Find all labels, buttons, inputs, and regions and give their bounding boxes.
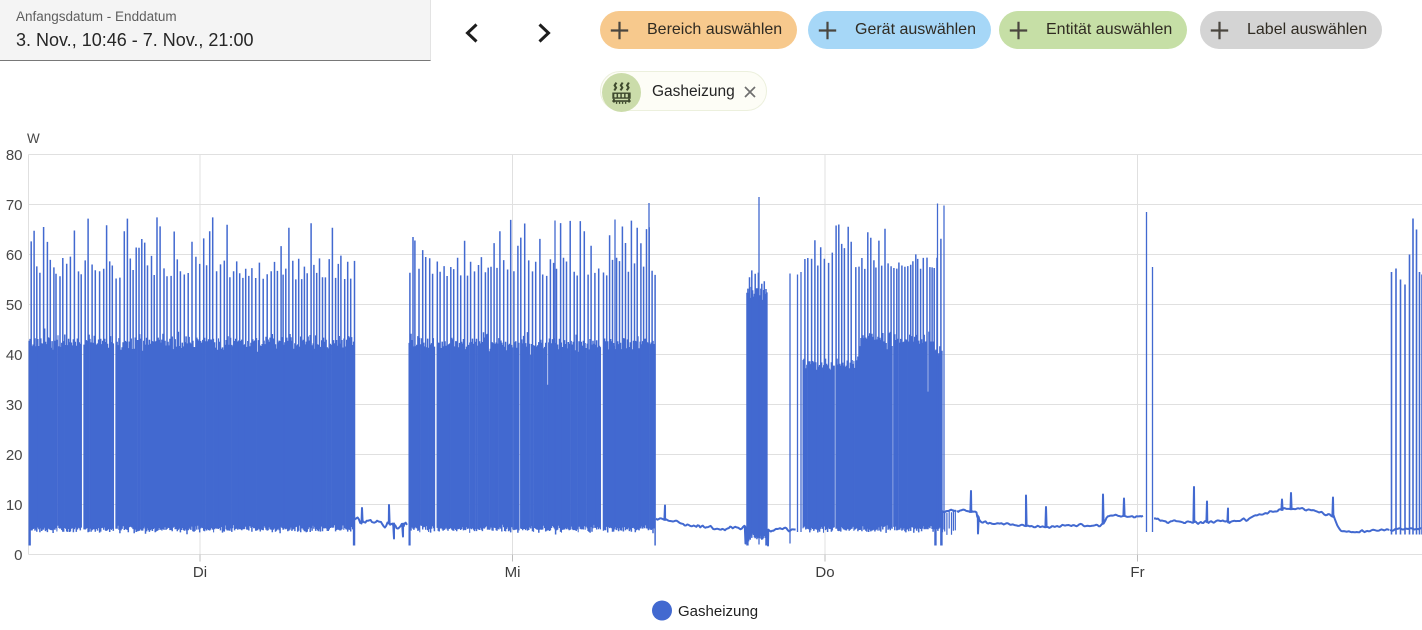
- svg-text:Do: Do: [815, 564, 834, 581]
- svg-text:20: 20: [6, 447, 23, 464]
- svg-text:50: 50: [6, 297, 23, 314]
- svg-text:Di: Di: [193, 564, 207, 581]
- svg-text:40: 40: [6, 347, 23, 364]
- svg-text:80: 80: [6, 147, 23, 164]
- svg-text:Gasheizung: Gasheizung: [678, 603, 758, 620]
- svg-text:W: W: [27, 131, 40, 146]
- svg-text:60: 60: [6, 247, 23, 264]
- svg-text:70: 70: [6, 197, 23, 214]
- svg-text:Fr: Fr: [1130, 564, 1144, 581]
- svg-text:0: 0: [14, 547, 22, 564]
- svg-text:30: 30: [6, 397, 23, 414]
- svg-text:10: 10: [6, 497, 23, 514]
- svg-text:Mi: Mi: [505, 564, 521, 581]
